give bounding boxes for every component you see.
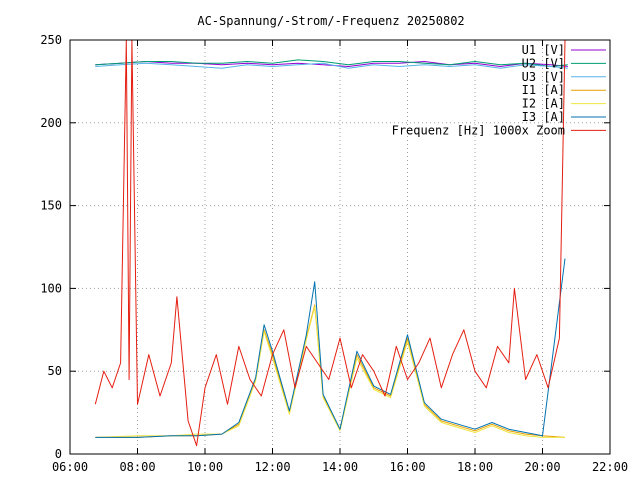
legend-label: I3 [A] bbox=[522, 110, 565, 124]
y-tick-label: 50 bbox=[48, 364, 62, 378]
x-tick-label: 18:00 bbox=[457, 460, 493, 474]
x-tick-label: 08:00 bbox=[119, 460, 155, 474]
legend-label: U2 [V] bbox=[522, 56, 565, 70]
y-tick-label: 0 bbox=[55, 447, 62, 461]
axis-layer: 0 50 100 150 200 250 06:00 08:00 10:00 12:00 14:00… bbox=[40, 33, 628, 474]
x-tick-label: 12:00 bbox=[254, 460, 290, 474]
series-line-5 bbox=[95, 306, 565, 438]
x-tick-label: 22:00 bbox=[592, 460, 628, 474]
grid-layer bbox=[70, 40, 610, 454]
y-tick-label: 250 bbox=[40, 33, 62, 47]
legend-label: U3 [V] bbox=[522, 70, 565, 84]
x-tick-label: 14:00 bbox=[322, 460, 358, 474]
legend-label: Frequenz [Hz] 1000x Zoom bbox=[392, 123, 565, 137]
series-layer bbox=[94, 39, 568, 447]
y-tick-label: 150 bbox=[40, 199, 62, 213]
chart-title: AC-Spannung/-Strom/-Frequenz 20250802 bbox=[197, 14, 464, 28]
series-line-6 bbox=[95, 258, 566, 438]
legend-label: U1 [V] bbox=[522, 43, 565, 57]
y-tick-label: 100 bbox=[40, 281, 62, 295]
series-line-3 bbox=[95, 62, 568, 69]
plot-frame bbox=[69, 39, 611, 455]
x-tick-label: 10:00 bbox=[187, 460, 223, 474]
x-tick-label: 16:00 bbox=[389, 460, 425, 474]
legend-label: I2 [A] bbox=[522, 97, 565, 111]
x-tick-label: 06:00 bbox=[52, 460, 88, 474]
chart-legend: U1 [V]U2 [V]U3 [V]I1 [A]I2 [A]I3 [A]Freq… bbox=[392, 43, 606, 137]
y-tick-label: 200 bbox=[40, 116, 62, 130]
series-line-2 bbox=[95, 59, 568, 67]
x-tick-label: 20:00 bbox=[524, 460, 560, 474]
series-line-7 bbox=[94, 39, 566, 447]
legend-label: I1 [A] bbox=[522, 83, 565, 97]
